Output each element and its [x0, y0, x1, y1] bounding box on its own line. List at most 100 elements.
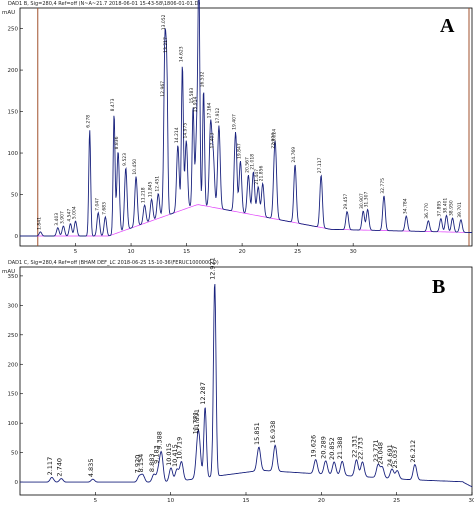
panel-b-yunit: mAU [2, 269, 15, 275]
peak-label: 11.771 [191, 412, 199, 435]
peak-label: 14.623 [178, 46, 184, 62]
peak-label: 12.921 [209, 257, 217, 280]
peak-label: 19.847 [236, 143, 242, 159]
peak-label: 8.473 [110, 98, 116, 111]
peak-label: 8.154 [137, 454, 145, 473]
x-tick-label: 20 [239, 249, 246, 255]
y-tick-label: 350 [8, 274, 19, 280]
peak-label: 21.447 [254, 169, 260, 185]
peak-label: 2.740 [55, 458, 63, 477]
x-tick-label: 5 [94, 498, 98, 504]
peak-label: 19.407 [231, 114, 237, 130]
y-tick-label: 250 [8, 27, 19, 33]
y-tick-label: 0 [15, 234, 19, 240]
peak-label: 15.851 [253, 422, 261, 445]
peak-label: 25.037 [391, 446, 399, 469]
y-tick-label: 50 [11, 193, 18, 199]
peak-label: 11.845 [147, 181, 153, 197]
panel-b-y-axis: 0 50 100 150 200 250 300 350 [8, 274, 23, 486]
peak-label: 19.626 [310, 435, 318, 458]
panel-a-header: DAD1 B, Sig=280,4 Ref=off (N~A~21.7 2018… [8, 1, 200, 7]
y-tick-label: 300 [8, 303, 19, 309]
y-tick-label: 150 [8, 110, 19, 116]
peak-label: 7.920 [133, 455, 141, 474]
peak-label: 4.547 [66, 209, 72, 222]
y-tick-label: 0 [15, 480, 19, 486]
peak-label: 36.770 [424, 203, 430, 219]
x-tick-label: 15 [243, 498, 250, 504]
panel-a-yunit: mAU [2, 10, 15, 16]
panel-b-trace [20, 283, 473, 488]
peak-label: 10.450 [132, 159, 138, 175]
peak-label: 2.117 [46, 457, 54, 476]
peak-label: 8.836 [114, 136, 120, 149]
x-tick-label: 30 [469, 498, 474, 504]
peak-label: 13.052 [161, 14, 167, 30]
peak-label: 11.891 [193, 409, 201, 432]
peak-label: 23.024 [272, 129, 278, 145]
peak-label: 9.523 [122, 153, 128, 166]
peak-label: 14.975 [182, 123, 188, 139]
peak-label: 39.701 [457, 202, 463, 218]
y-tick-label: 50 [11, 451, 18, 457]
peak-label: 16.532 [200, 72, 206, 88]
x-tick-label: 25 [294, 249, 301, 255]
peak-label: 14.214 [174, 127, 180, 143]
peak-label: 4.835 [87, 459, 95, 478]
peak-label: 29.457 [343, 194, 349, 210]
x-tick-label: 10 [167, 498, 174, 504]
peak-label: 8.883 [148, 453, 156, 472]
panel-b-letter: B [432, 276, 445, 298]
peak-label: 20.567 [244, 157, 250, 173]
peak-label: 15.914 [193, 96, 199, 112]
peak-label: 11.218 [141, 187, 147, 203]
peak-label: 7.047 [94, 198, 100, 211]
peak-label: 10.015 [165, 443, 173, 466]
peak-label: 31.307 [364, 192, 370, 208]
peak-label: 12.967 [160, 81, 166, 97]
x-tick-label: 25 [393, 498, 400, 504]
x-tick-label: 10 [128, 249, 135, 255]
y-tick-label: 150 [8, 392, 19, 398]
panel-b-x-axis: 5 10 15 20 25 30 [94, 492, 474, 504]
peak-label: 16.938 [269, 421, 277, 444]
x-tick-label: 30 [350, 249, 357, 255]
peak-label: 17.912 [215, 108, 221, 124]
panel-a-peak-labels: 1.841 3.403 3.907 4.547 5.004 6.278 7.047 7.683… [36, 14, 463, 230]
peak-label: 5.004 [72, 206, 78, 219]
peak-label: 34.784 [402, 198, 408, 214]
peak-label: 26.212 [409, 440, 417, 463]
peak-label: 38.950 [449, 200, 455, 216]
peak-label: 6.278 [86, 115, 92, 128]
x-tick-label: 20 [318, 498, 325, 504]
peak-label: 23.771 [372, 439, 380, 462]
peak-label: 12.287 [199, 382, 207, 405]
panel-a-frame [19, 7, 473, 247]
peak-label: 9.183 [152, 445, 160, 464]
peak-label: 21.388 [336, 437, 344, 460]
peak-label: 3.907 [59, 211, 65, 224]
peak-label: 7.683 [101, 202, 107, 215]
peak-label: 1.841 [36, 217, 42, 230]
y-tick-label: 250 [8, 333, 19, 339]
peak-label: 20.289 [320, 436, 328, 459]
panel-b: DAD1 C, Sig=280,4 Ref=off (BHAM DEF_LC 2… [2, 257, 474, 504]
y-tick-label: 200 [8, 68, 19, 74]
x-tick-label: 15 [183, 249, 190, 255]
peak-label: 37.895 [437, 201, 443, 217]
peak-label: 20.852 [328, 437, 336, 460]
peak-label: 24.691 [386, 444, 394, 467]
y-tick-label: 200 [8, 362, 19, 368]
peak-label: 22.331 [350, 435, 358, 458]
peak-label: 24.769 [291, 147, 297, 163]
peak-label: 9.388 [155, 431, 163, 450]
peak-label: 10.719 [176, 437, 184, 460]
peak-label: 15.583 [189, 88, 195, 104]
peak-label: 17.403 [209, 133, 215, 149]
peak-label: 17.164 [207, 103, 213, 119]
peak-label: 21.018 [249, 154, 255, 170]
panel-b-header: DAD1 C, Sig=280,4 Ref=off (BHAM DEF_LC 2… [8, 260, 219, 266]
panel-a: DAD1 B, Sig=280,4 Ref=off (N~A~21.7 2018… [2, 0, 473, 255]
